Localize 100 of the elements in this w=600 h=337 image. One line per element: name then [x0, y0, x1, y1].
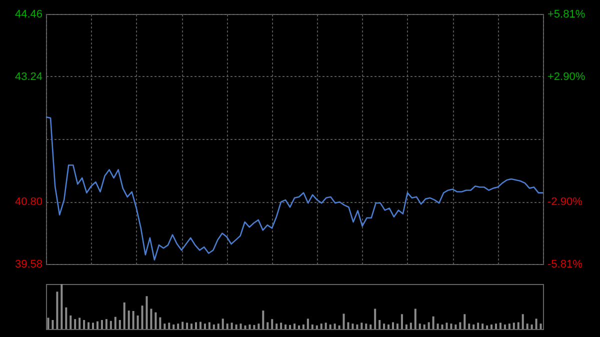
bar — [78, 318, 81, 329]
bar — [374, 308, 376, 329]
bar — [334, 324, 336, 329]
bar — [530, 324, 533, 329]
bar — [446, 322, 448, 329]
bar — [388, 324, 390, 329]
bar — [266, 322, 269, 329]
y-tick-label: 44.46 — [14, 8, 42, 20]
bar — [154, 312, 157, 329]
bar — [535, 318, 538, 329]
bar — [258, 324, 260, 329]
y2-tick-label: -2.90% — [548, 196, 583, 208]
bar — [56, 292, 58, 329]
bar — [526, 324, 528, 329]
bar — [132, 311, 134, 329]
bar — [294, 324, 296, 329]
bar — [454, 324, 457, 329]
y2-tick-label: -5.81% — [548, 258, 583, 270]
bar — [204, 324, 206, 329]
bar — [141, 306, 144, 329]
bar — [60, 284, 63, 329]
bar — [177, 324, 180, 329]
bar — [360, 322, 363, 329]
bar — [230, 322, 233, 329]
bar — [118, 320, 121, 329]
bar — [320, 324, 322, 329]
bar — [186, 322, 188, 329]
bar — [504, 324, 506, 329]
bar — [244, 325, 246, 329]
y2-tick-label: +5.81% — [548, 8, 586, 20]
bar — [88, 322, 90, 329]
bar — [316, 325, 318, 329]
bar — [199, 322, 202, 329]
bar — [172, 324, 175, 329]
bar — [472, 324, 475, 329]
bar — [280, 322, 282, 329]
bar — [338, 325, 340, 329]
bar — [392, 322, 394, 329]
bar — [477, 322, 480, 329]
bar — [222, 318, 224, 329]
bar — [436, 324, 439, 329]
bar — [468, 324, 470, 329]
bar — [522, 314, 524, 329]
bar — [208, 322, 210, 329]
y-tick-label: 40.80 — [14, 196, 42, 208]
bar — [47, 318, 50, 329]
bar — [123, 302, 126, 329]
bar — [83, 320, 86, 329]
bar — [428, 322, 430, 329]
bar — [347, 322, 350, 329]
bar — [105, 319, 108, 329]
bar — [441, 324, 444, 329]
bar — [110, 320, 112, 329]
bar — [182, 322, 184, 329]
bar — [65, 307, 68, 329]
bar — [508, 324, 510, 329]
bar — [410, 322, 412, 329]
y-tick-label: 43.24 — [14, 71, 42, 83]
bar — [284, 324, 287, 329]
bar — [432, 316, 434, 329]
bar — [70, 316, 72, 329]
bar — [418, 324, 421, 329]
bar — [168, 322, 170, 329]
bar — [405, 324, 408, 329]
bar — [276, 324, 278, 329]
bar — [96, 321, 98, 329]
bar — [262, 310, 264, 329]
bar — [92, 322, 94, 329]
bar — [212, 324, 215, 329]
bar — [194, 322, 197, 329]
bar — [512, 322, 515, 329]
bar — [298, 325, 300, 329]
y-tick-label: 39.58 — [14, 258, 42, 270]
bar — [248, 324, 251, 329]
bar — [352, 324, 354, 329]
bar — [235, 324, 238, 329]
bar — [378, 320, 381, 329]
bar — [114, 316, 116, 329]
bar — [329, 324, 332, 329]
bar — [150, 308, 152, 329]
bar — [306, 318, 309, 329]
bar — [459, 322, 462, 329]
bar — [128, 310, 130, 329]
bar — [136, 316, 139, 329]
bar — [499, 322, 502, 329]
bar — [100, 320, 103, 329]
bar — [370, 324, 372, 329]
bar — [423, 324, 426, 329]
bar — [159, 317, 162, 329]
bar — [146, 296, 148, 329]
bar — [494, 324, 497, 329]
bar — [253, 324, 256, 329]
bar — [52, 320, 54, 329]
bar — [342, 314, 345, 329]
bar — [190, 324, 193, 329]
bar — [74, 319, 76, 329]
bar — [490, 324, 493, 329]
bar — [540, 324, 542, 329]
bar — [311, 324, 314, 329]
bar — [414, 308, 416, 329]
